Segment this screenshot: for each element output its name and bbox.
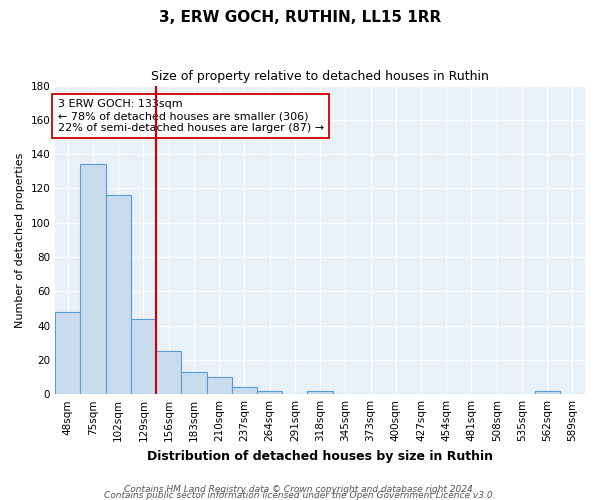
Text: Contains public sector information licensed under the Open Government Licence v3: Contains public sector information licen… (104, 490, 496, 500)
Bar (80, 164, 106, 394)
Bar (156, 352, 181, 394)
Bar (55, 312, 80, 394)
Bar (181, 372, 206, 394)
Bar (307, 391, 332, 394)
Bar (131, 318, 156, 394)
Bar (106, 196, 131, 394)
Text: 3, ERW GOCH, RUTHIN, LL15 1RR: 3, ERW GOCH, RUTHIN, LL15 1RR (159, 10, 441, 25)
Bar (206, 377, 232, 394)
Bar (232, 388, 257, 394)
Y-axis label: Number of detached properties: Number of detached properties (15, 152, 25, 328)
Text: 3 ERW GOCH: 133sqm
← 78% of detached houses are smaller (306)
22% of semi-detach: 3 ERW GOCH: 133sqm ← 78% of detached hou… (58, 100, 324, 132)
Title: Size of property relative to detached houses in Ruthin: Size of property relative to detached ho… (151, 70, 489, 83)
Bar (257, 391, 282, 394)
Text: Contains HM Land Registry data © Crown copyright and database right 2024.: Contains HM Land Registry data © Crown c… (124, 484, 476, 494)
Bar (535, 391, 560, 394)
X-axis label: Distribution of detached houses by size in Ruthin: Distribution of detached houses by size … (147, 450, 493, 462)
